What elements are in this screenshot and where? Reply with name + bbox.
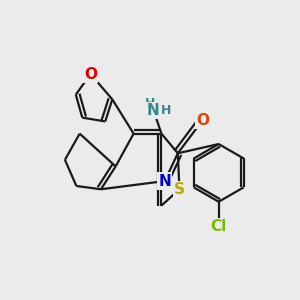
Text: Cl: Cl bbox=[211, 219, 227, 234]
Text: S: S bbox=[174, 182, 185, 197]
Text: O: O bbox=[196, 113, 209, 128]
Text: H: H bbox=[161, 104, 171, 117]
Text: N: N bbox=[158, 174, 171, 189]
Text: H: H bbox=[145, 97, 155, 110]
Text: O: O bbox=[84, 67, 97, 82]
Text: N: N bbox=[146, 103, 159, 118]
